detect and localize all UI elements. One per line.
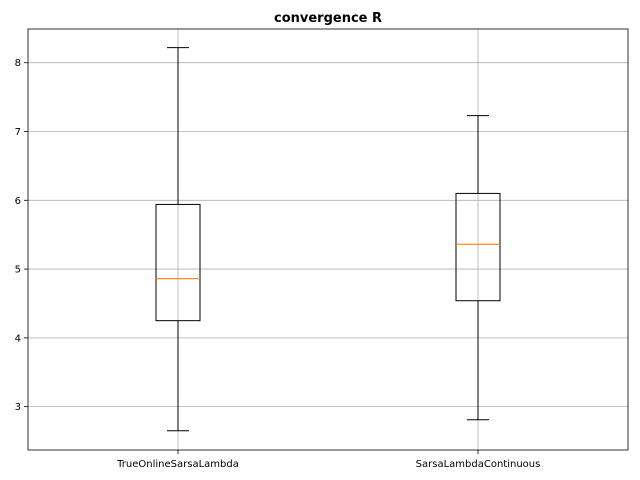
axes-frame <box>27 28 629 451</box>
box-group <box>155 47 201 432</box>
y-tick-label: 4 <box>15 333 21 344</box>
box-group <box>455 115 501 421</box>
iqr-box <box>155 203 201 322</box>
y-tick-label: 8 <box>15 58 21 69</box>
iqr-box <box>455 192 501 302</box>
x-tick-label: SarsaLambdaContinuous <box>416 459 541 470</box>
y-tick-label: 3 <box>15 402 21 413</box>
box-layer <box>155 47 501 432</box>
y-tick-label: 5 <box>15 265 21 276</box>
tick-layer: 3 4 5 6 7 8 TrueOnlineSarsaLambda SarsaLambdaCo… <box>15 58 541 470</box>
y-tick-label: 7 <box>15 127 21 138</box>
x-tick-label: TrueOnlineSarsaLambda <box>116 459 239 470</box>
y-tick-label: 6 <box>15 196 21 207</box>
chart-title: convergence R <box>274 11 382 26</box>
grid-layer <box>28 29 628 450</box>
